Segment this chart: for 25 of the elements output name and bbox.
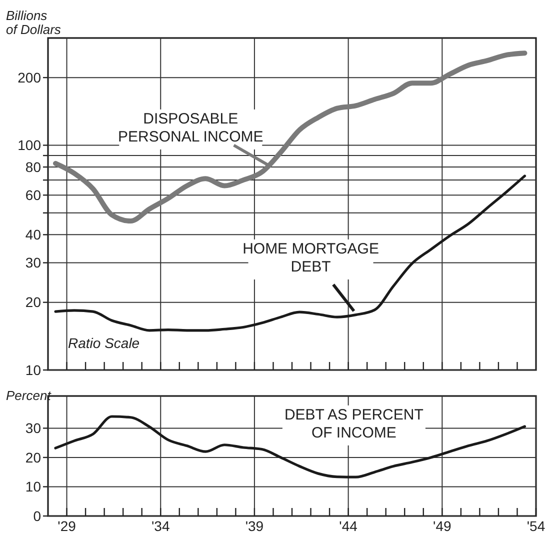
annotation: Ratio Scale — [68, 335, 140, 351]
x-tick-label: '39 — [245, 518, 264, 534]
y-tick-label: 30 — [25, 420, 42, 436]
x-tick-label: '29 — [58, 518, 76, 534]
y-axis-title: Percent — [6, 388, 52, 403]
x-tick-label: '34 — [151, 518, 170, 534]
x-tick-label: '49 — [433, 518, 452, 534]
y-tick-label: 100 — [18, 137, 42, 154]
series-label: HOME MORTGAGE DEBT — [242, 240, 379, 276]
line-series — [54, 174, 526, 332]
y-axis-title: Billions of Dollars — [6, 8, 62, 37]
y-tick-label: 30 — [25, 254, 42, 271]
y-tick-label: 20 — [25, 294, 42, 310]
y-tick-label: 20 — [25, 449, 42, 466]
x-tick-label: '54 — [526, 518, 546, 534]
y-tick-label: 10 — [25, 478, 42, 495]
y-tick-label: 0 — [33, 508, 42, 524]
y-tick-label: 40 — [25, 226, 42, 243]
series-label: DISPOSABLE PERSONAL INCOME — [118, 110, 264, 146]
x-tick-label: '44 — [339, 518, 358, 534]
series-label: DEBT AS PERCENT OF INCOME — [284, 406, 424, 442]
y-tick-label: 200 — [18, 69, 42, 86]
y-tick-label: 60 — [25, 187, 42, 203]
y-tick-label: 10 — [25, 362, 42, 378]
y-tick-label: 80 — [25, 158, 42, 175]
